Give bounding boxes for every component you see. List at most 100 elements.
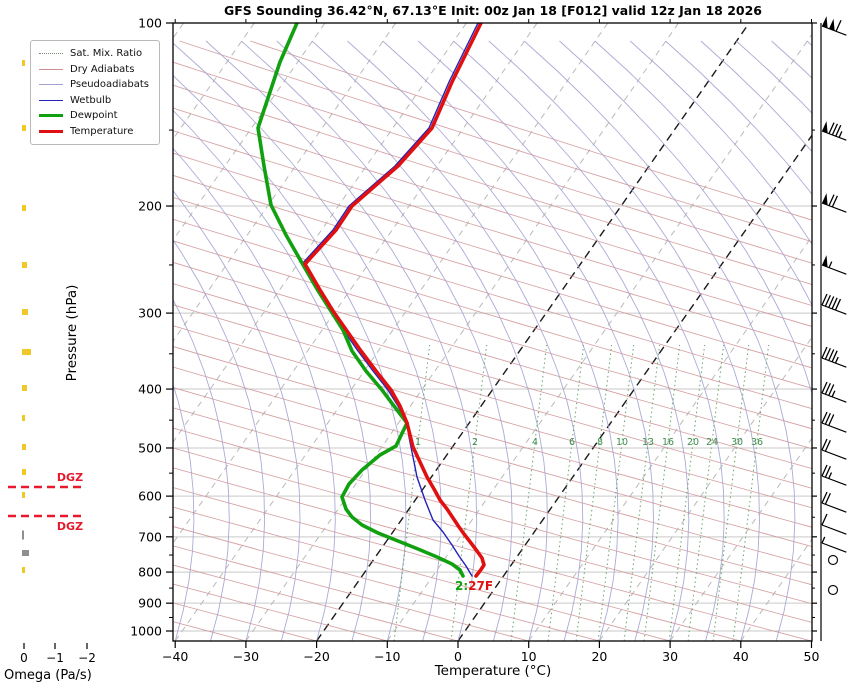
dry-adiabat: [173, 304, 812, 489]
pressure-tick-label: 100: [138, 16, 162, 31]
full-barb-icon: [824, 412, 831, 425]
pressure-tick-label: 900: [138, 596, 162, 611]
wind-barb: [821, 381, 847, 403]
dewpoint-curve: [256, 23, 465, 578]
grid-layer: [173, 22, 812, 632]
dry-adiabat-swatch-icon: [39, 68, 63, 70]
dry-adiabat: [173, 366, 812, 548]
annotation-layer: 2:27F: [455, 579, 493, 593]
temperature-axis-label: Temperature (°C): [434, 663, 552, 679]
temp-tick-label: 10: [521, 649, 537, 664]
full-barb-icon: [824, 294, 831, 307]
isotherm: [598, 336, 812, 641]
isotherm: [245, 23, 679, 641]
barb-layer: [820, 16, 847, 641]
barb-staff: [821, 392, 847, 403]
pseudoadiabat: [241, 40, 513, 641]
legend-box: Sat. Mix. Ratio Dry Adiabats Pseudoadiab…: [30, 40, 161, 145]
full-barb-icon: [824, 382, 831, 395]
mixing-ratio-line: [575, 344, 613, 641]
omega-bar: [22, 469, 26, 475]
pressure-tick-label: 700: [138, 529, 162, 544]
dry-adiabat: [173, 506, 671, 641]
dry-adiabat: [173, 218, 812, 410]
pressure-tick-label: 200: [138, 199, 162, 214]
wind-barb: [821, 16, 847, 36]
mixing-ratio-line: [450, 344, 488, 641]
legend-item-temperature: Temperature: [39, 124, 149, 140]
wind-barb: [821, 193, 847, 213]
dry-adiabat: [173, 261, 812, 450]
full-barb-icon: [831, 195, 838, 208]
temp-tick-label: −30: [233, 649, 259, 664]
omega-bar: [22, 415, 25, 421]
pseudoadiabat-layer: [173, 40, 812, 641]
barb-staff: [821, 25, 847, 36]
omega-bar: [22, 262, 27, 268]
omega-bar: [22, 125, 26, 131]
dewpoint-swatch-icon: [39, 114, 63, 118]
dry-adiabat: [173, 152, 812, 348]
full-barb-icon: [828, 296, 835, 308]
half-barb-icon: [828, 472, 833, 479]
wind-barb: [821, 255, 847, 275]
mixing-ratio-label: 16: [662, 437, 674, 448]
pseudoadiabat: [173, 74, 407, 641]
isotherm-layer: [173, 23, 812, 641]
pennant-icon: [822, 121, 828, 134]
mixing-ratio-line: [393, 344, 431, 641]
wind-barb: [821, 346, 847, 368]
wind-barb: [827, 554, 839, 566]
omega-bar: [22, 567, 25, 573]
pressure-tick-label: 600: [138, 489, 162, 504]
wind-barb: [821, 438, 847, 460]
mixing-ratio-line: [712, 344, 750, 641]
wind-barb: [821, 411, 847, 433]
full-barb-icon: [821, 381, 828, 394]
omega-bar: [22, 205, 26, 211]
pseudoadiabat-swatch-icon: [39, 84, 63, 86]
pseudoadiabat: [559, 40, 812, 641]
half-barb-icon: [834, 356, 839, 364]
temp-tick-label: −20: [303, 649, 329, 664]
full-barb-icon: [835, 124, 842, 137]
pseudoadiabat: [488, 40, 760, 641]
dgz-layer: DGZ DGZ: [8, 471, 86, 533]
omega-bar: [22, 530, 24, 540]
omega-tick-label: 0: [20, 651, 28, 665]
full-barb-icon: [831, 123, 838, 136]
dry-adiabat: [173, 447, 812, 623]
wind-barb: [821, 293, 847, 315]
wind-barb: [821, 491, 847, 513]
isotherm: [173, 23, 326, 242]
pennant-icon: [822, 16, 828, 29]
barb-staff: [821, 524, 847, 535]
barb-staff: [821, 304, 847, 315]
pseudoadiabat: [173, 147, 336, 641]
isotherm: [386, 33, 812, 641]
temp-tick-label: 20: [591, 649, 607, 664]
mixing-ratio-label: 4: [532, 437, 538, 448]
barb-staff: [821, 542, 847, 553]
pennant-icon: [822, 193, 828, 206]
full-barb-icon: [831, 350, 838, 363]
full-barb-icon: [824, 439, 831, 452]
isotherm: [173, 23, 255, 141]
barb-staff: [821, 264, 847, 275]
full-barb-icon: [821, 293, 828, 306]
omega-axis-label: Omega (Pa/s): [4, 668, 92, 683]
dry-adiabat-layer: [173, 40, 812, 641]
dry-adiabat: [173, 240, 812, 430]
dry-adiabat: [173, 196, 812, 389]
full-barb-icon: [821, 513, 828, 526]
pressure-tick-label: 400: [138, 382, 162, 397]
omega-bar: [22, 60, 25, 66]
isotherm: [811, 639, 812, 641]
dry-adiabat: [173, 407, 812, 586]
full-barb-icon: [828, 384, 835, 396]
wetbulb-swatch-icon: [39, 99, 63, 101]
half-barb-icon: [828, 261, 833, 268]
dry-adiabat: [173, 325, 812, 509]
pseudoadiabat: [382, 40, 654, 641]
mixing-ratio-label: 24: [706, 437, 718, 448]
